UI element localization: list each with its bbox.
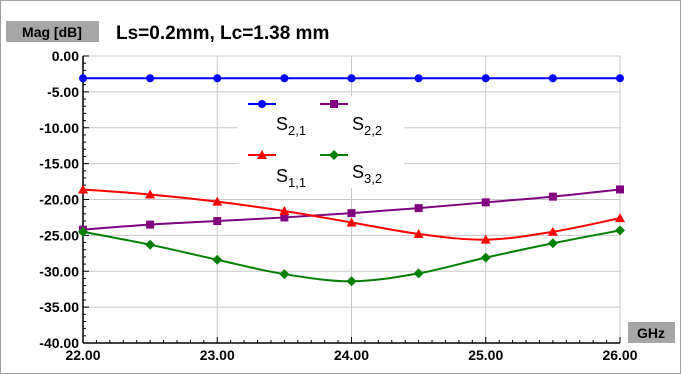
y-tick-label: -40.00 (39, 335, 79, 351)
data-point (213, 74, 222, 83)
y-tick-label: -20.00 (39, 192, 79, 208)
chart-title: Ls=0.2mm, Lc=1.38 mm (116, 23, 329, 44)
data-point (413, 268, 424, 279)
data-point (481, 74, 490, 83)
axes (82, 55, 621, 344)
legend-label-main: S (276, 114, 288, 134)
data-point (481, 198, 490, 207)
y-tick-label: -35.00 (39, 299, 79, 315)
y-axis-label: Mag [dB] (22, 24, 82, 40)
legend-label: S2,2 (352, 114, 382, 138)
legend-label-subscript: 1,1 (288, 175, 306, 190)
series-2-1 (79, 74, 624, 83)
labels: 0.00 -5.00 -10.00 -15.00 -20.00 -25.00 -30.00 -… (6, 21, 675, 363)
legend-item-2-2: S2,2 (320, 100, 382, 138)
data-point (615, 225, 625, 236)
data-point (257, 150, 267, 159)
data-point (145, 189, 156, 199)
series-layer (78, 74, 625, 287)
y-tick-label: -25.00 (39, 227, 79, 243)
series-1-1 (78, 184, 625, 244)
y-tick-label: -15.00 (39, 156, 79, 172)
data-point (280, 74, 289, 83)
data-point (213, 217, 222, 226)
data-point (258, 100, 266, 108)
data-point (78, 226, 88, 237)
legend-label-subscript: 2,2 (364, 123, 382, 138)
ylabel-box (6, 21, 99, 42)
data-point (547, 226, 558, 236)
data-point (480, 234, 491, 244)
data-point (347, 209, 356, 218)
y-tick-label: -10.00 (39, 120, 79, 136)
data-point (280, 213, 289, 222)
legend: S2,1 S2,2S1,1S3,2 (238, 96, 404, 190)
data-point (616, 185, 624, 194)
legend-label-main: S (276, 166, 288, 186)
x-axis-label: GHz (637, 325, 665, 341)
x-tick-label: 23.00 (200, 347, 235, 363)
data-point (548, 74, 557, 83)
data-point (548, 192, 557, 201)
data-point (413, 228, 424, 238)
legend-label-main: S (352, 162, 364, 182)
data-point (79, 74, 87, 83)
data-point (615, 213, 625, 223)
data-point (414, 204, 423, 213)
data-point (145, 239, 156, 250)
legend-box (238, 96, 404, 188)
data-point (616, 74, 624, 83)
x-tick-label: 24.00 (334, 347, 369, 363)
legend-label-subscript: 2,1 (288, 123, 306, 138)
legend-label: S3,2 (352, 162, 382, 186)
legend-item-3-2: S3,2 (320, 150, 382, 186)
legend-item-1-1: S1,1 (248, 150, 306, 190)
data-point (329, 150, 339, 160)
y-tick-label: -30.00 (39, 263, 79, 279)
x-tick-label: 25.00 (468, 347, 503, 363)
legend-label-main: S (352, 114, 364, 134)
data-point (212, 196, 223, 206)
legend-label-subscript: 3,2 (364, 171, 382, 186)
series-3-2 (78, 225, 625, 287)
data-point (212, 254, 223, 265)
data-point (279, 205, 290, 215)
data-point (78, 184, 88, 194)
data-point (346, 276, 357, 287)
legend-item-2-1: S2,1 (248, 100, 306, 138)
data-point (330, 100, 338, 108)
legend-label: S1,1 (276, 166, 306, 190)
data-point (146, 220, 155, 229)
data-point (347, 74, 356, 83)
data-point (414, 74, 423, 83)
data-point (279, 269, 290, 280)
y-tick-label: 0.00 (52, 48, 79, 64)
data-point (346, 217, 357, 227)
data-point (547, 238, 558, 249)
x-tick-label: 22.00 (65, 347, 100, 363)
legend-label: S2,1 (276, 114, 306, 138)
x-tick-label: 26.00 (602, 347, 637, 363)
data-point (146, 74, 155, 83)
data-point (480, 252, 491, 263)
xlabel-box (628, 322, 675, 343)
y-tick-label: -5.00 (47, 84, 79, 100)
